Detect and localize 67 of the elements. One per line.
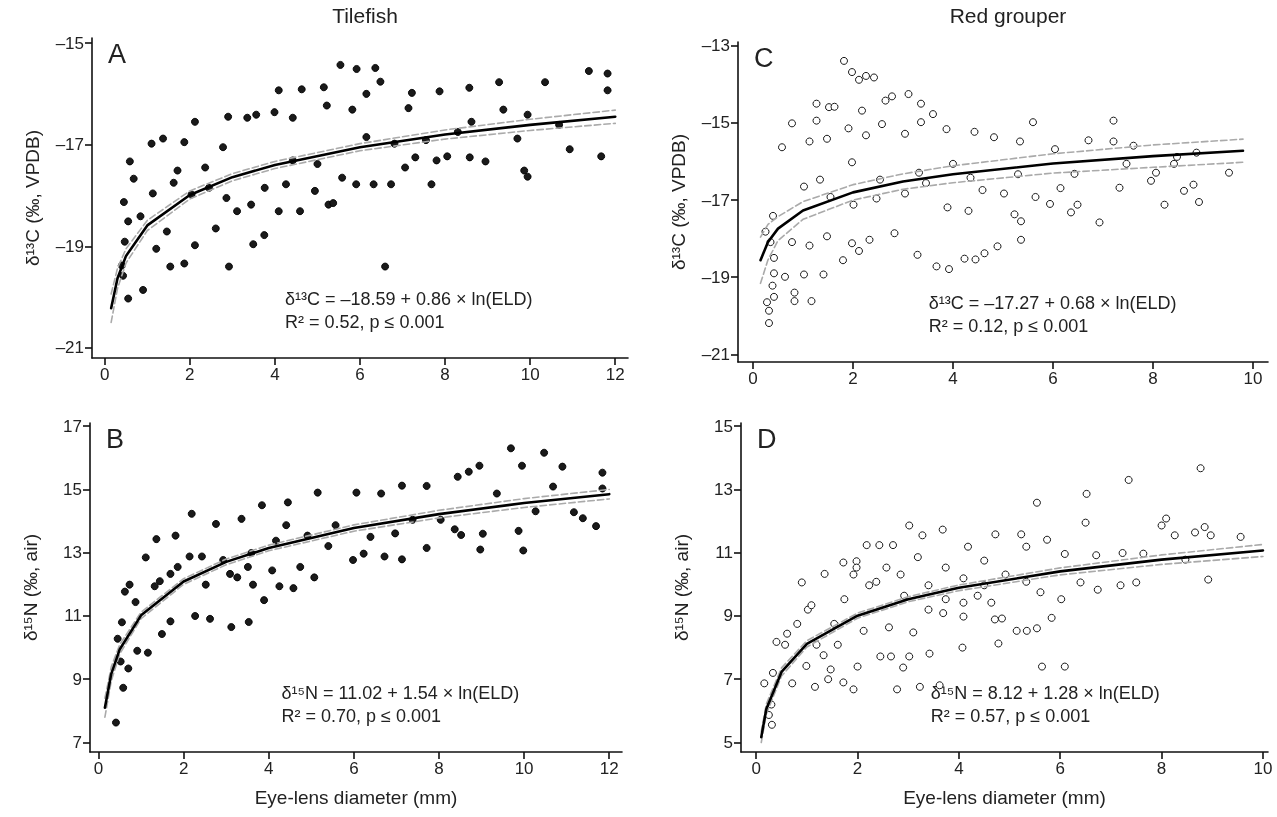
y-tick-label: –15 [55,33,84,53]
y-tick-label: –21 [701,344,730,364]
annotation: R² = 0.70, p ≤ 0.001 [281,706,441,726]
y-tick-label: 5 [723,733,733,753]
x-tick-label: 8 [1148,369,1158,388]
x-tick-label: 2 [848,369,858,388]
annotation: B [106,423,125,454]
y-axis-title: δ¹³C (‰, VPDB) [22,129,43,267]
y-tick-label: 13 [714,479,733,499]
x-tick-label: 2 [852,759,863,778]
y-tick-label: –19 [55,236,84,256]
x-tick-label: 4 [954,759,964,778]
y-tick-label: 11 [715,543,733,563]
y-axis-title: δ¹⁵N (‰, air) [671,533,692,642]
annotation: R² = 0.12, p ≤ 0.001 [928,316,1089,336]
x-tick-label: 8 [440,365,450,384]
annotation: R² = 0.57, p ≤ 0.001 [930,706,1091,726]
x-tick-label: 0 [748,369,758,388]
y-tick-label: 7 [72,733,82,753]
x-axis-title: Eye-lens diameter (mm) [903,787,1106,808]
annotation: δ¹⁵N = 8.12 + 1.28 × ln(ELD) [930,683,1160,703]
annotation: δ¹³C = –17.27 + 0.68 × ln(ELD) [928,293,1177,313]
annotation: C [754,42,774,73]
x-tick-label: 6 [355,365,365,384]
y-tick-label: 15 [714,416,733,436]
x-axis-title: Eye-lens diameter (mm) [254,787,458,808]
x-tick-label: 8 [1156,759,1167,778]
x-tick-label: 12 [599,759,619,778]
y-axis-title: δ¹⁵N (‰, air) [20,533,41,642]
y-tick-label: 15 [63,479,82,499]
annotation: δ¹³C = –18.59 + 0.86 × ln(ELD) [284,289,533,309]
y-tick-label: –17 [701,190,730,210]
x-tick-label: 6 [349,759,359,778]
y-tick-label: 7 [723,669,733,689]
x-tick-label: 0 [100,365,110,384]
x-tick-label: 2 [178,759,189,778]
annotation: δ¹⁵N = 11.02 + 1.54 × ln(ELD) [281,683,520,703]
y-tick-label: –13 [701,36,730,56]
x-tick-label: 0 [93,759,104,778]
x-tick-label: 4 [264,759,274,778]
x-tick-label: 10 [1243,369,1263,388]
annotation: R² = 0.52, p ≤ 0.001 [284,312,445,332]
chart-title: Tilefish [332,4,398,27]
annotation: A [108,38,127,69]
y-tick-label: 9 [723,606,733,626]
x-tick-label: 6 [1055,759,1065,778]
x-tick-label: 2 [185,365,195,384]
y-tick-label: –17 [55,135,84,155]
annotation: D [757,423,777,454]
x-tick-label: 10 [514,759,534,778]
x-tick-label: 10 [1253,759,1273,778]
y-tick-label: –19 [701,267,730,287]
x-tick-label: 4 [270,365,280,384]
x-tick-label: 4 [948,369,958,388]
y-tick-label: 11 [64,606,82,626]
y-tick-label: 13 [63,543,82,563]
x-tick-label: 0 [751,759,761,778]
x-tick-label: 10 [520,365,540,384]
y-tick-label: 17 [63,416,82,436]
y-tick-label: 9 [72,669,82,689]
chart-title: Red grouper [949,4,1067,27]
y-tick-label: –21 [55,338,84,358]
y-axis-title: δ¹³C (‰, VPDB) [668,133,689,271]
x-tick-label: 6 [1048,369,1058,388]
x-tick-label: 12 [605,365,625,384]
y-tick-label: –15 [701,113,730,133]
x-tick-label: 8 [434,759,444,778]
